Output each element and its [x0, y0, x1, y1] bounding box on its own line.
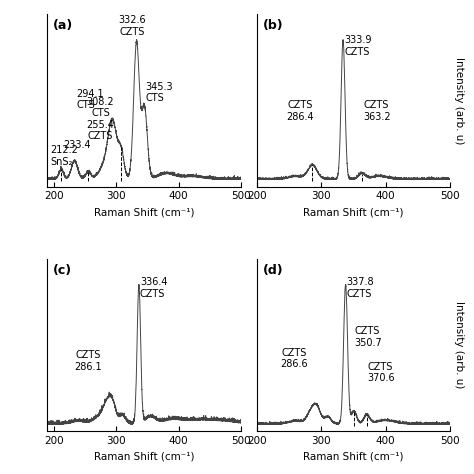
- Text: 333.9
CZTS: 333.9 CZTS: [345, 35, 372, 56]
- Text: CZTS
370.6: CZTS 370.6: [368, 362, 395, 383]
- Text: CZTS
286.4: CZTS 286.4: [287, 100, 314, 122]
- Text: 345.3
CTS: 345.3 CTS: [146, 82, 173, 103]
- Text: CZTS
286.6: CZTS 286.6: [280, 347, 308, 369]
- Text: CZTS
350.7: CZTS 350.7: [355, 327, 383, 348]
- Text: 233.4: 233.4: [64, 140, 91, 150]
- Text: CZTS
286.1: CZTS 286.1: [74, 350, 102, 372]
- Text: (c): (c): [53, 264, 73, 277]
- X-axis label: Raman Shift (cm⁻¹): Raman Shift (cm⁻¹): [303, 452, 404, 462]
- Text: (a): (a): [53, 19, 73, 32]
- X-axis label: Raman Shift (cm⁻¹): Raman Shift (cm⁻¹): [94, 207, 194, 217]
- Y-axis label: Intensity (arb. u): Intensity (arb. u): [454, 57, 464, 144]
- Text: 294.1
CTS: 294.1 CTS: [76, 89, 104, 110]
- Text: (b): (b): [263, 19, 283, 32]
- Text: CZTS
363.2: CZTS 363.2: [364, 100, 392, 122]
- X-axis label: Raman Shift (cm⁻¹): Raman Shift (cm⁻¹): [94, 452, 194, 462]
- Text: 336.4
CZTS: 336.4 CZTS: [140, 277, 167, 299]
- Text: 332.6
CZTS: 332.6 CZTS: [118, 15, 146, 37]
- X-axis label: Raman Shift (cm⁻¹): Raman Shift (cm⁻¹): [303, 207, 404, 217]
- Text: 337.8
CZTS: 337.8 CZTS: [346, 277, 374, 299]
- Text: 308.2
CTS
255.4
CZTS: 308.2 CTS 255.4 CZTS: [87, 97, 114, 141]
- Y-axis label: Intensity (arb. u): Intensity (arb. u): [454, 301, 464, 389]
- Text: (d): (d): [263, 264, 283, 277]
- Text: 212.2
SnS₂: 212.2 SnS₂: [50, 145, 78, 167]
